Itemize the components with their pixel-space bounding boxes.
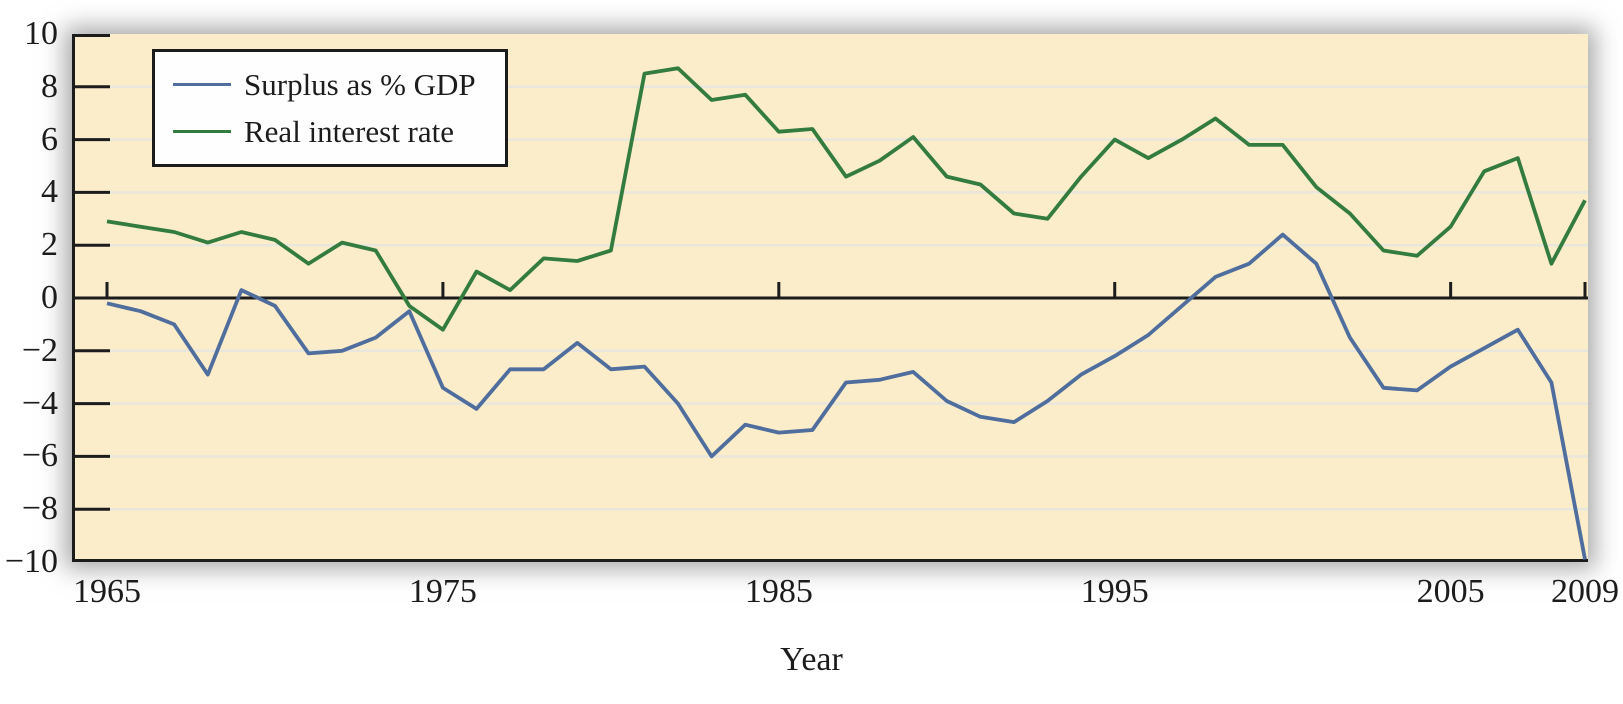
x-tick-label: 1965 [73, 573, 141, 610]
x-tick-label: 2005 [1416, 573, 1485, 610]
plot-area [72, 34, 1588, 562]
series-line-surplus [106, 232, 1587, 560]
y-tick-label: 10 [24, 15, 58, 52]
x-tick-label: 1985 [744, 573, 813, 610]
y-tick-label: 0 [41, 279, 58, 316]
y-tick-label: −8 [21, 490, 58, 528]
legend-item-surplus: Surplus as % GDP [155, 68, 505, 101]
legend-item-real-interest-rate: Real interest rate [155, 115, 505, 148]
y-tick-label: 6 [41, 120, 58, 158]
x-tick-label: 2009 [1551, 573, 1619, 610]
y-tick-label: 4 [41, 173, 58, 211]
y-tick-label: −10 [4, 543, 58, 580]
series-line-real-interest-rate [106, 66, 1587, 332]
y-tick-label: 2 [41, 226, 58, 264]
y-tick-label: −2 [21, 331, 58, 369]
x-axis-title: Year [780, 641, 843, 678]
legend-line-sample-green [173, 130, 231, 133]
y-tick-label: 8 [41, 67, 58, 105]
chart-svg [72, 34, 1588, 562]
legend-label: Surplus as % GDP [244, 67, 476, 102]
x-tick-label: 1995 [1080, 573, 1149, 610]
x-tick-label: 1975 [408, 573, 477, 610]
legend-label: Real interest rate [244, 114, 455, 149]
legend-line-sample-blue [173, 83, 231, 86]
y-tick-label: −4 [21, 384, 58, 422]
legend: Surplus as % GDP Real interest rate [152, 49, 508, 167]
y-tick-label: −6 [21, 437, 58, 475]
